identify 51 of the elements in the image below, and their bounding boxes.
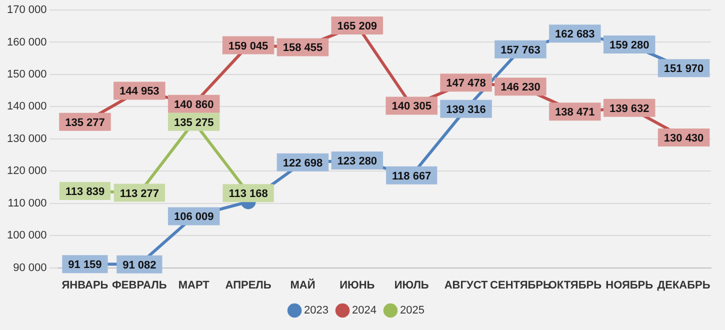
x-tick-label: СЕНТЯБРЬ — [490, 279, 551, 292]
data-label: 151 970 — [664, 63, 704, 76]
data-label: 165 209 — [337, 20, 378, 32]
data-label: 159 280 — [609, 40, 650, 52]
y-tick-label: 170 000 — [6, 4, 47, 16]
data-label: 118 667 — [392, 170, 432, 182]
data-label: 140 305 — [392, 100, 432, 113]
data-label: 162 683 — [555, 28, 595, 41]
data-label: 122 698 — [282, 157, 323, 170]
x-tick-label: МАЙ — [290, 278, 316, 292]
x-tick-label: ИЮЛЬ — [394, 279, 429, 292]
x-tick-label: ДЕКАБРЬ — [657, 279, 710, 292]
y-tick-label: 90 000 — [13, 262, 47, 274]
data-label: 135 277 — [65, 116, 105, 129]
x-tick-label: ИЮНЬ — [340, 279, 375, 292]
legend-label: 2024 — [352, 304, 376, 317]
data-label: 144 953 — [120, 86, 160, 98]
y-tick-label: 120 000 — [6, 165, 47, 178]
data-label: 147 478 — [446, 78, 486, 90]
data-label: 113 839 — [65, 186, 105, 198]
data-label: 106 009 — [174, 211, 214, 224]
data-label: 139 632 — [609, 102, 650, 115]
x-tick-label: АПРЕЛЬ — [225, 279, 272, 292]
data-label: 113 277 — [120, 188, 159, 200]
legend-label: 2023 — [304, 304, 329, 317]
data-label: 138 471 — [555, 106, 595, 119]
data-label: 158 455 — [282, 42, 323, 54]
data-label: 159 045 — [228, 40, 268, 52]
data-label: 91 159 — [68, 259, 102, 272]
x-tick-label: НОЯБРЬ — [606, 279, 654, 292]
x-tick-label: МАРТ — [178, 279, 210, 292]
y-tick-label: 140 000 — [6, 100, 47, 113]
data-label: 130 430 — [664, 132, 704, 145]
y-tick-label: 110 000 — [8, 197, 47, 210]
legend-label: 2025 — [400, 304, 424, 317]
x-tick-label: ЯНВАРЬ — [62, 279, 108, 292]
x-tick-label: ФЕВРАЛЬ — [112, 279, 167, 292]
x-tick-label: АВГУСТ — [444, 279, 488, 292]
data-label: 135 275 — [174, 116, 214, 129]
x-tick-label: ОКТЯБРЬ — [548, 279, 602, 292]
data-label: 91 082 — [122, 259, 156, 272]
data-label: 139 316 — [446, 104, 486, 116]
y-tick-label: 150 000 — [6, 68, 47, 80]
data-label: 113 168 — [228, 188, 268, 200]
data-label: 146 230 — [500, 82, 540, 94]
y-tick-label: 130 000 — [6, 132, 47, 145]
y-tick-label: 160 000 — [6, 36, 47, 48]
data-label: 157 763 — [500, 44, 540, 56]
y-tick-label: 100 000 — [6, 230, 47, 242]
data-label: 123 280 — [337, 156, 378, 168]
data-label: 140 860 — [174, 98, 214, 111]
